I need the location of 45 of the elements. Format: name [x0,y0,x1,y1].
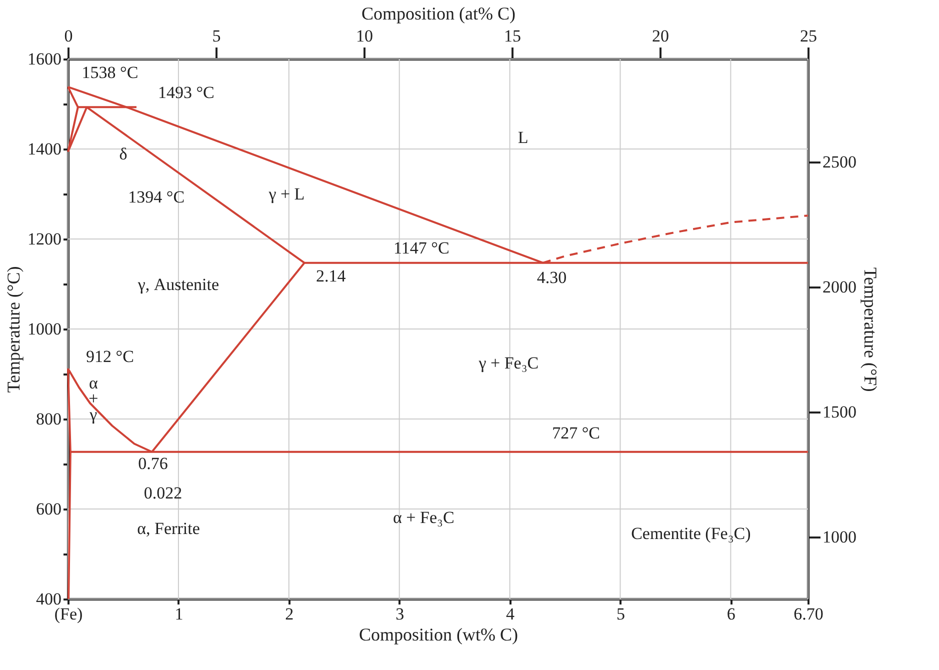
annotation: 0.022 [144,483,182,502]
annotation: 2.14 [316,266,346,286]
x-tick-label: 4 [506,604,516,624]
x-tick-label: 2 [285,604,294,624]
y2-tick-label: 2500 [822,152,856,172]
annotation: δ [119,144,128,164]
annotation: 1147 °C [394,238,450,258]
annotation: 0.76 [138,454,168,473]
x2-axis-title: Composition (at% C) [362,4,516,24]
x-tick-label: 6.70 [794,604,824,624]
x2-tick-label: 5 [212,26,221,46]
annotation: 1394 °C [128,188,185,207]
y-tick-label: 800 [36,410,62,428]
y2-tick-label: 2000 [822,278,856,296]
annotation: L [518,128,528,147]
x2-tick-label: 25 [800,26,817,46]
x-tick-label: 1 [174,604,184,624]
annotation: α, Ferrite [137,518,200,538]
x-tick-label: 6 [726,604,736,624]
x-tick-label: 3 [396,604,404,624]
y2-tick-label: 1500 [822,402,856,422]
x-tick-label: 5 [616,604,625,624]
annotation: γ, Austenite [136,274,220,294]
annotation: 4.30 [536,268,567,288]
y2-axis-title: Temperature (°F) [860,267,880,392]
x2-tick-label: 10 [356,26,373,46]
annotation: 1493 °C [158,83,214,102]
annotation: 912 °C [86,346,134,366]
y2-tick-label: 1000 [822,528,856,546]
x2-tick-label: 0 [64,26,73,46]
y-tick-label: 600 [36,500,62,518]
y-tick-label: 1600 [28,50,62,68]
annotation: 727 °C [552,423,600,442]
annotation: 1538 °C [82,62,138,82]
annotation: γ + Fe₃C [478,354,539,373]
x-axis-title: Composition (wt% C) [358,624,518,644]
y-tick-label: 1000 [28,320,62,338]
x2-tick-label: 20 [652,26,669,46]
y-axis-title: Temperature (°C) [4,266,24,393]
annotation: Cementite (Fe₃C) [631,524,751,543]
y-tick-label: 1400 [28,140,62,158]
annotation: α + Fe₃C [393,508,454,527]
x2-tick-label: 15 [504,26,521,46]
annotation: γ + L [268,184,305,204]
y-tick-label: 1200 [28,230,62,248]
